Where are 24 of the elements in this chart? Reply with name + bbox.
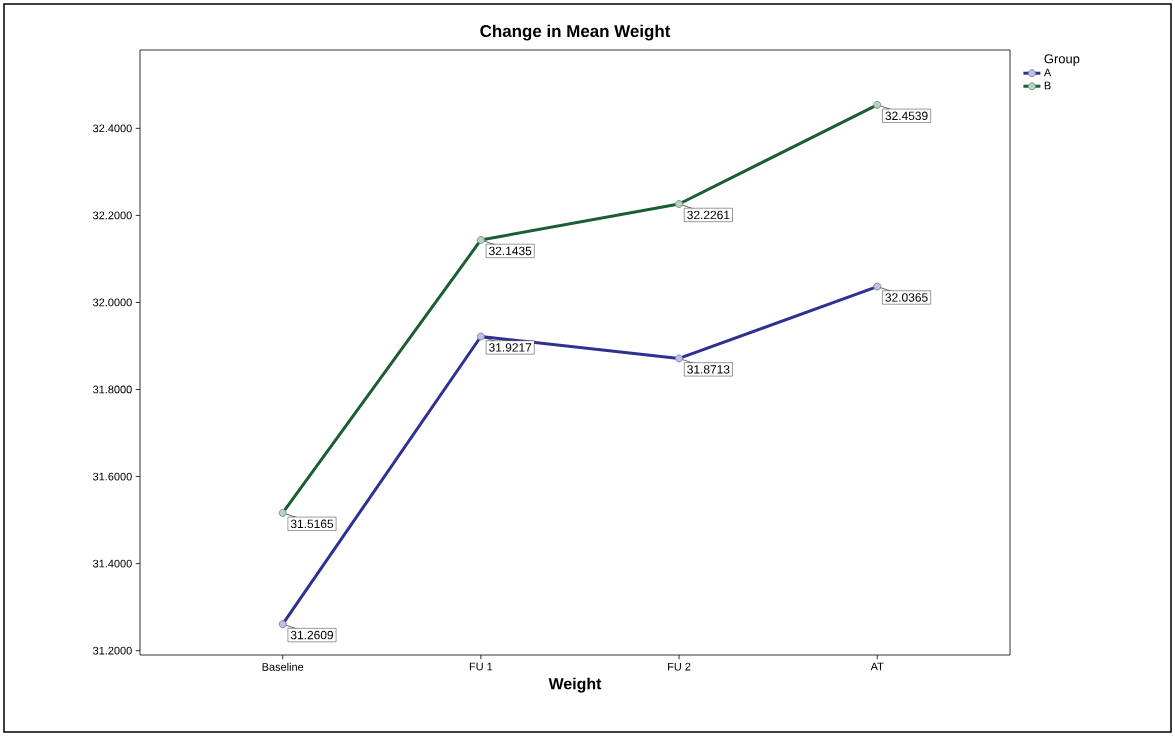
- y-tick-label: 32.4000: [93, 124, 132, 133]
- data-label: 32.0365: [885, 293, 928, 302]
- legend-label: B: [1044, 81, 1051, 90]
- x-tick-label: Baseline: [262, 662, 304, 671]
- data-label: 31.9217: [489, 343, 532, 352]
- y-tick-label: 32.0000: [93, 298, 132, 307]
- x-axis-title: Weight: [548, 677, 602, 693]
- legend-title: Group: [1044, 54, 1080, 66]
- data-label: 32.2261: [687, 210, 730, 220]
- y-tick-label: 32.2000: [93, 211, 132, 220]
- y-tick-label: 31.4000: [93, 559, 132, 568]
- data-label: 32.1435: [489, 246, 532, 256]
- x-tick-label: FU 2: [668, 662, 691, 671]
- data-label: 31.2609: [290, 630, 334, 640]
- y-tick-label: 31.6000: [93, 472, 132, 481]
- data-label: 32.4539: [885, 111, 928, 121]
- y-tick-label: 31.2000: [93, 646, 132, 655]
- chart-title: Change in Mean Weight: [480, 24, 671, 41]
- x-tick-label: AT: [870, 662, 884, 671]
- data-label: 31.5165: [290, 519, 334, 529]
- y-tick-label: 31.8000: [93, 385, 132, 394]
- legend-label: A: [1043, 68, 1052, 77]
- x-tick-label: FU 1: [469, 662, 493, 671]
- data-label: 31.8713: [687, 365, 730, 374]
